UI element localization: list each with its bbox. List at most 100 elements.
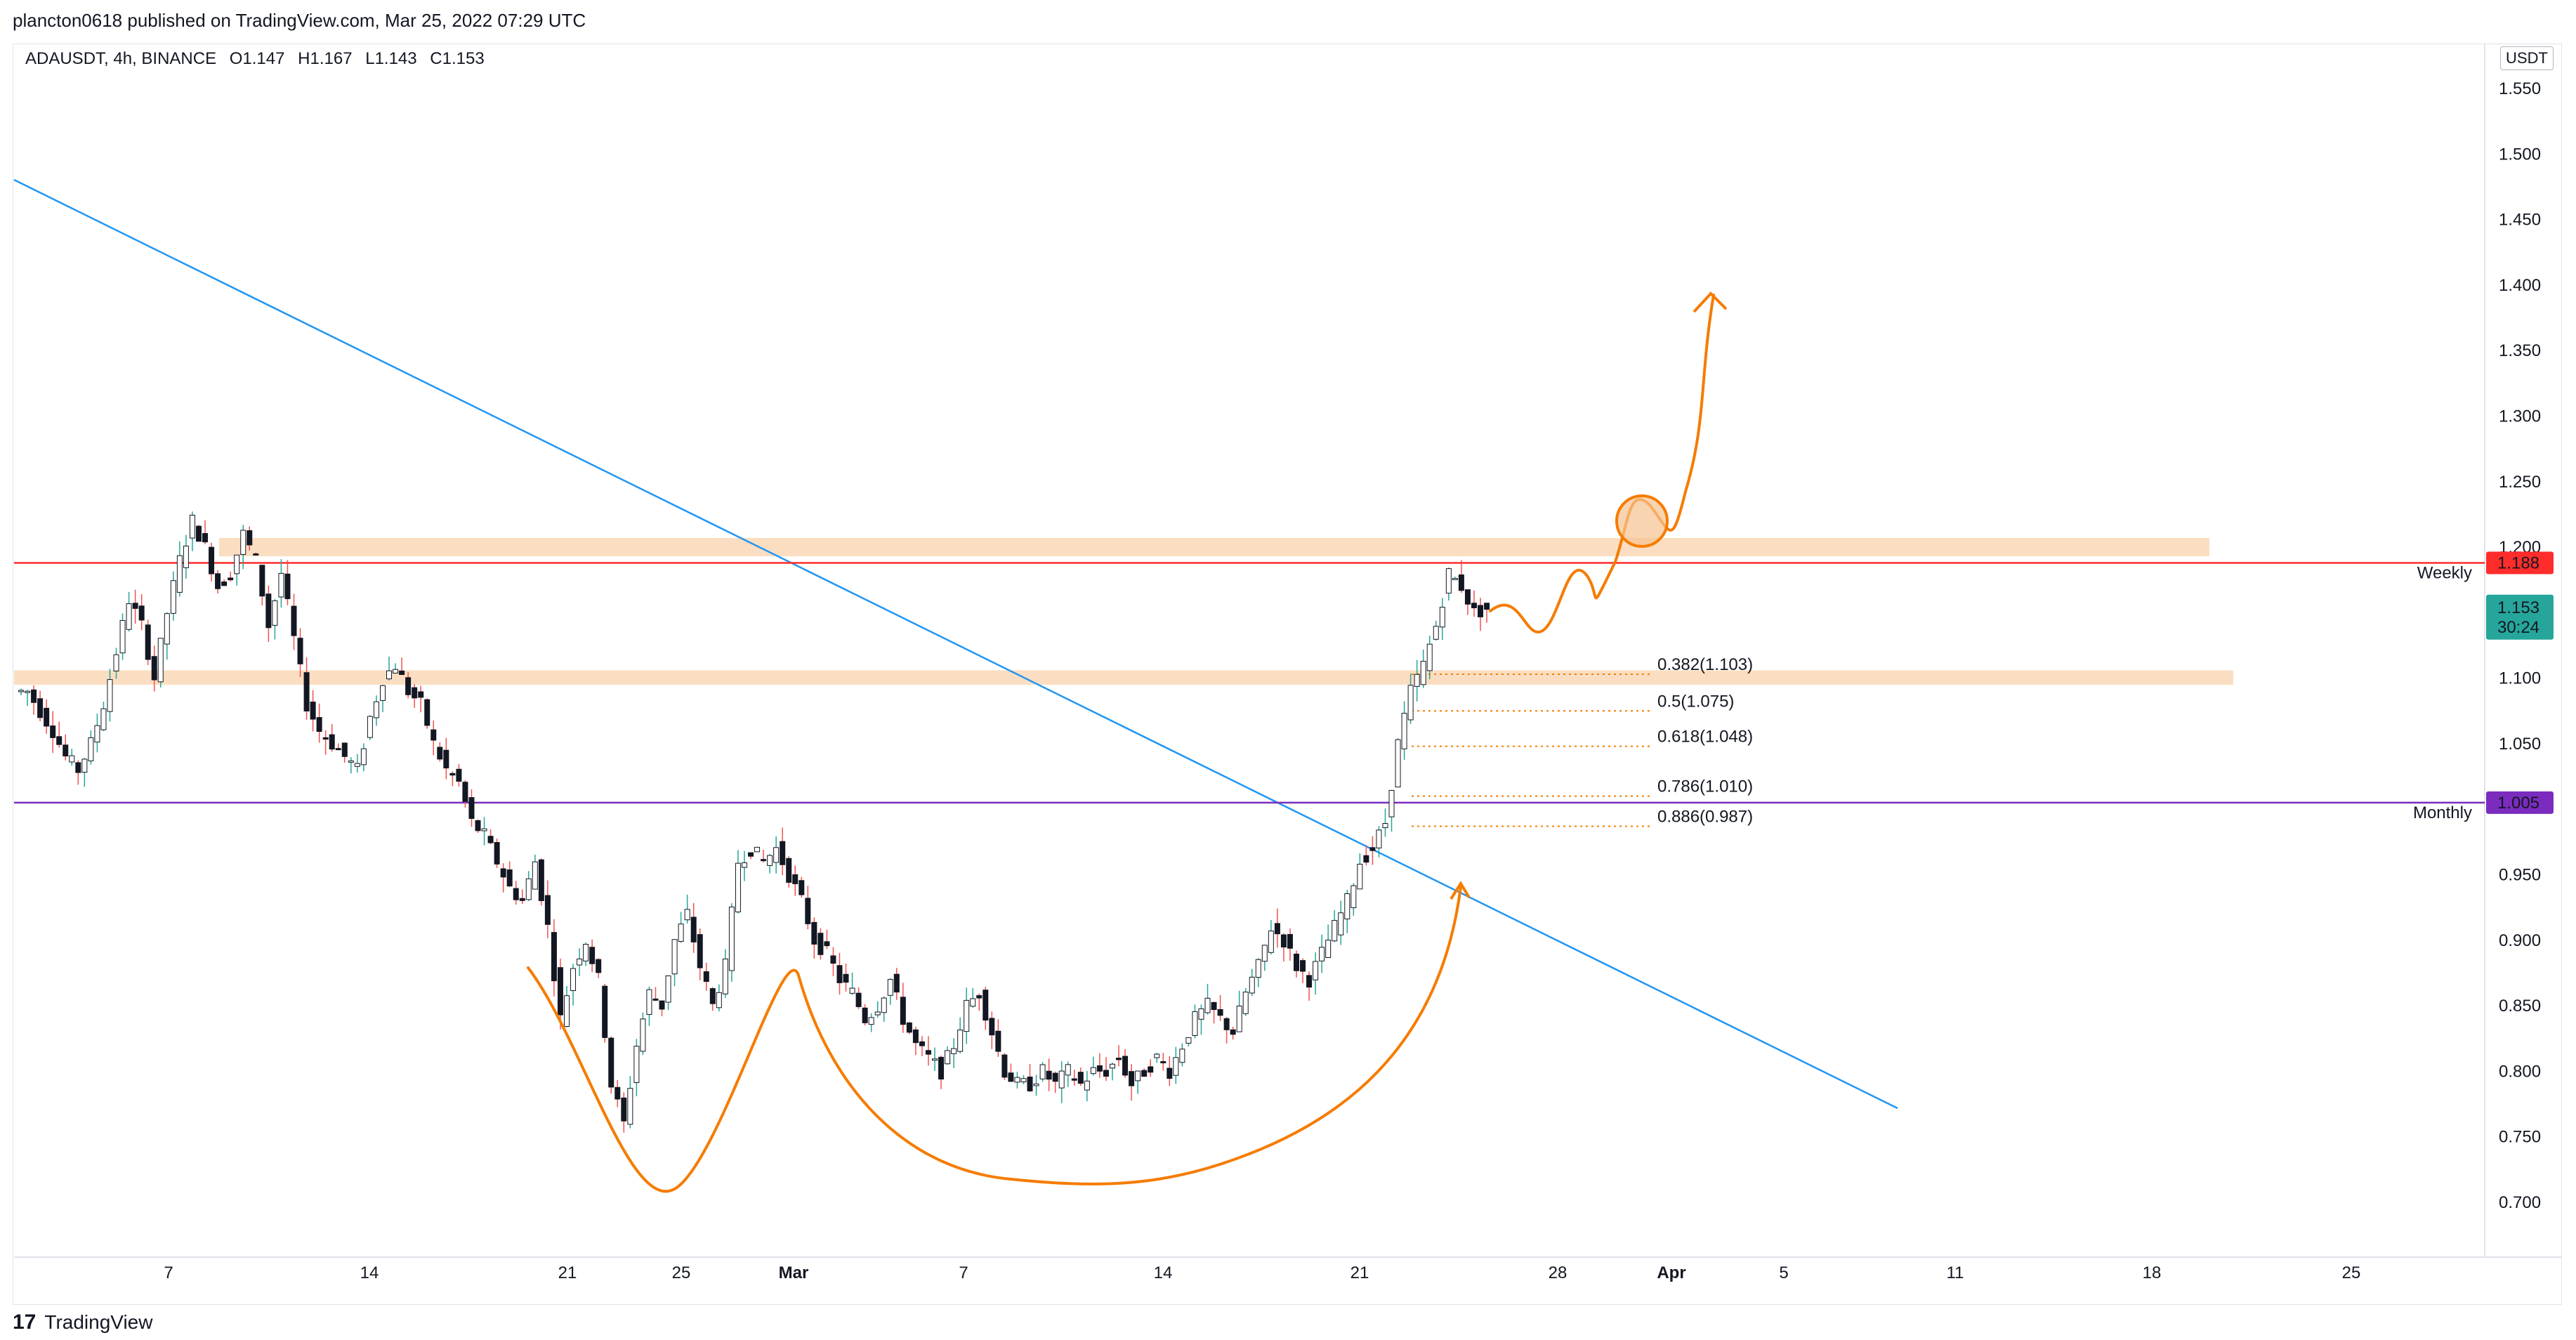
candle-body [138, 605, 145, 621]
candle-body [786, 858, 792, 883]
support-resistance-zone [14, 670, 2233, 685]
candle-body [665, 976, 671, 1003]
candle-body [627, 1088, 633, 1125]
candle-body [881, 997, 887, 1013]
candle-body [1325, 940, 1332, 959]
candle-body [767, 855, 773, 866]
candle-body [119, 619, 126, 654]
candle-body [843, 973, 849, 983]
candle-body [1001, 1054, 1008, 1078]
candle-body [1122, 1056, 1129, 1076]
candle-body [240, 530, 247, 555]
candle-body [1363, 855, 1369, 863]
candle-body [221, 582, 228, 586]
candle-body [164, 613, 170, 645]
candle-body [1185, 1037, 1192, 1044]
candle-body [525, 878, 532, 900]
candle-body [1179, 1049, 1185, 1063]
candle-body [1395, 739, 1401, 788]
time-tick-label: 18 [2143, 1263, 2162, 1282]
candle-body [329, 734, 335, 750]
candle-body [69, 755, 75, 763]
fib-level-label: 0.786(1.010) [1657, 777, 1753, 796]
candle-body [399, 670, 405, 676]
candle-body [81, 758, 88, 773]
candle-body [709, 988, 716, 1004]
candle-body [1426, 643, 1433, 671]
tradingview-logo-icon[interactable]: 17 [13, 1311, 37, 1334]
candle-body [456, 768, 462, 782]
candle-body [107, 679, 113, 712]
candle-body [754, 846, 761, 853]
candle-body [1268, 931, 1274, 953]
candle-body [722, 958, 728, 994]
current-price-label: 1.153 [2497, 598, 2539, 617]
candle-body [170, 580, 176, 614]
candle-body [513, 888, 519, 900]
candle-body [799, 880, 805, 895]
price-tick-label: 1.050 [2499, 735, 2541, 754]
descending-trendline[interactable] [13, 178, 1898, 1110]
candle-body [189, 514, 195, 539]
candle-body [684, 909, 690, 921]
candle-body [1236, 1005, 1242, 1032]
chart-frame[interactable] [13, 44, 2562, 1305]
candle-body [1300, 960, 1306, 972]
candle-body [678, 924, 684, 942]
candle-body [874, 1011, 881, 1016]
candle-body [1401, 713, 1407, 749]
candle-body [862, 1007, 868, 1023]
candle-body [412, 687, 418, 699]
price-tick-label: 1.400 [2499, 276, 2541, 295]
candle-body [291, 605, 297, 636]
candle-body [652, 998, 659, 1001]
time-tick-label: Mar [779, 1263, 809, 1282]
candle-body [1471, 603, 1477, 609]
projected-path-drawing[interactable] [1489, 294, 1715, 634]
candle-body [945, 1050, 951, 1065]
currency-unit-button[interactable]: USDT [2500, 46, 2554, 70]
candle-body [31, 689, 37, 703]
candle-body [900, 997, 906, 1025]
candle-body [209, 546, 215, 574]
candle-body [1293, 953, 1299, 971]
candle-body [56, 736, 63, 745]
candle-body [1382, 823, 1388, 829]
cup-and-handle-drawing[interactable] [527, 885, 1462, 1193]
candle-body [431, 729, 437, 741]
candle-body [1129, 1071, 1135, 1086]
time-tick-label: 7 [959, 1263, 968, 1282]
candle-body [1071, 1078, 1077, 1081]
candle-body [1242, 992, 1249, 1014]
time-tick-label: 28 [1549, 1263, 1568, 1282]
candle-body [500, 868, 506, 878]
candle-body [983, 990, 989, 1021]
candle-body [583, 944, 589, 961]
candle-body [297, 638, 303, 664]
price-tick-label: 0.900 [2499, 931, 2541, 950]
candle-body [1109, 1063, 1115, 1069]
candle-body [1204, 997, 1211, 1013]
retest-circle-marker[interactable] [1615, 494, 1669, 548]
candle-body [919, 1041, 925, 1046]
candle-body [811, 921, 817, 945]
candle-body [773, 847, 780, 863]
candle-body [1090, 1067, 1096, 1075]
ohlc-low: L1.143 [365, 49, 417, 68]
candle-body [805, 898, 811, 924]
candle-body [215, 573, 221, 589]
candle-body [75, 762, 81, 773]
candle-body [424, 699, 431, 726]
tradingview-brand[interactable]: TradingView [44, 1311, 153, 1333]
candle-body [1135, 1070, 1141, 1082]
candle-body [608, 1037, 615, 1088]
candle-body [1433, 626, 1439, 640]
fib-level-label: 0.382(1.103) [1657, 655, 1753, 674]
candle-body [348, 760, 354, 763]
candle-body [151, 656, 157, 681]
ohlc-close: C1.153 [430, 49, 485, 68]
candle-body [1154, 1053, 1160, 1058]
candle-body [970, 998, 976, 1007]
candle-body [989, 1018, 995, 1036]
